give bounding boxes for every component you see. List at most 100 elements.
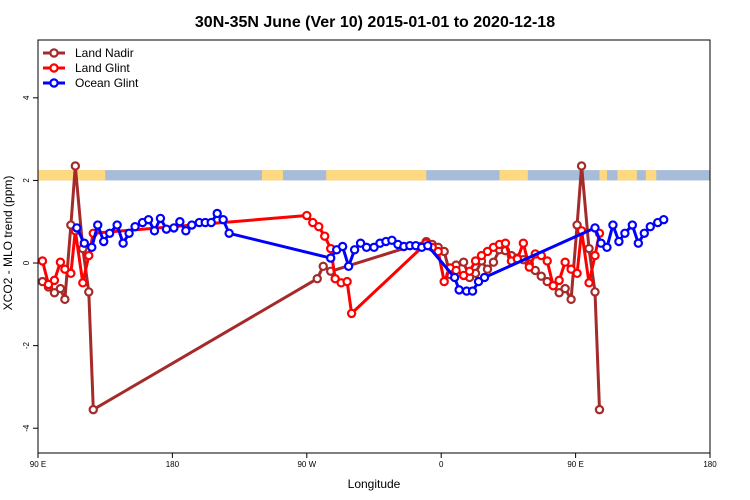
data-point-land-nadir xyxy=(594,404,605,415)
data-point-land-nadir xyxy=(84,287,94,297)
data-point-land-glint xyxy=(308,217,318,228)
data-point-land-nadir xyxy=(55,283,66,294)
legend-marker xyxy=(49,78,59,88)
data-point-ocean-glint xyxy=(79,238,89,248)
data-point-ocean-glint xyxy=(206,217,216,228)
x-tick-label: 180 xyxy=(166,460,180,469)
data-point-land-glint xyxy=(566,264,576,274)
data-point-land-glint xyxy=(37,256,48,266)
data-point-ocean-glint xyxy=(87,242,97,253)
data-point-land-glint xyxy=(554,275,564,286)
data-point-ocean-glint xyxy=(212,208,222,219)
data-point-land-nadir xyxy=(488,257,499,267)
data-point-land-glint xyxy=(49,275,60,286)
data-point-land-nadir xyxy=(560,283,570,294)
data-point-ocean-glint xyxy=(130,221,140,232)
series-land-nadir xyxy=(37,161,605,415)
data-point-land-glint xyxy=(542,256,552,266)
data-point-land-glint xyxy=(470,256,481,266)
y-tick-label: 0 xyxy=(22,260,31,265)
data-point-land-glint xyxy=(572,268,582,279)
data-point-land-glint xyxy=(518,238,529,248)
data-point-ocean-glint xyxy=(224,228,234,238)
data-point-ocean-glint xyxy=(467,286,478,296)
legend-item-ocean-glint: Ocean Glint xyxy=(43,76,139,90)
data-point-ocean-glint xyxy=(633,238,644,248)
data-point-land-nadir xyxy=(482,264,493,274)
data-point-land-glint xyxy=(584,278,594,288)
data-point-land-nadir xyxy=(49,288,60,298)
data-point-ocean-glint xyxy=(639,228,649,238)
data-point-ocean-glint xyxy=(112,220,122,230)
data-point-land-glint xyxy=(476,250,487,261)
data-point-land-nadir xyxy=(70,161,81,171)
data-point-ocean-glint xyxy=(187,220,197,230)
data-point-land-glint xyxy=(78,278,88,288)
y-tick-label: -2 xyxy=(22,342,31,350)
data-point-ocean-glint xyxy=(124,228,134,238)
data-point-ocean-glint xyxy=(423,240,433,251)
data-point-land-glint xyxy=(342,276,352,287)
legend-marker xyxy=(49,63,59,73)
x-tick-label: 90 E xyxy=(567,460,583,469)
data-point-land-glint xyxy=(346,308,357,319)
y-axis: -4 -2 0 2 4 xyxy=(22,95,38,432)
data-point-ocean-glint xyxy=(181,226,191,236)
land-band-segment xyxy=(645,170,657,181)
data-point-land-nadir xyxy=(584,243,594,254)
data-point-land-glint xyxy=(55,257,66,267)
data-point-land-glint xyxy=(314,221,324,232)
y-tick-label: 4 xyxy=(22,95,31,100)
data-point-land-nadir xyxy=(554,288,564,298)
data-point-ocean-glint xyxy=(118,238,128,248)
series-layer xyxy=(37,161,669,415)
data-point-land-glint xyxy=(560,257,570,267)
data-point-land-nadir xyxy=(590,287,600,297)
data-point-land-glint xyxy=(439,276,449,287)
data-point-ocean-glint xyxy=(343,261,354,272)
data-point-ocean-glint xyxy=(72,223,82,233)
data-point-land-glint xyxy=(458,270,469,281)
plot-frame xyxy=(37,39,711,454)
data-point-ocean-glint xyxy=(361,242,372,253)
data-point-land-glint xyxy=(590,250,600,261)
data-point-ocean-glint xyxy=(449,272,460,283)
data-point-land-nadir xyxy=(88,404,98,415)
data-point-ocean-glint xyxy=(602,242,612,253)
series-ocean-glint xyxy=(72,208,669,296)
legend-label: Ocean Glint xyxy=(75,76,139,90)
data-point-ocean-glint xyxy=(473,276,484,287)
data-point-ocean-glint xyxy=(99,236,109,247)
land-band-segment xyxy=(499,170,528,181)
legend-item-land-nadir: Land Nadir xyxy=(43,46,134,60)
data-point-land-glint xyxy=(500,238,511,248)
data-point-land-glint xyxy=(84,250,94,261)
data-point-ocean-glint xyxy=(169,223,179,233)
data-point-land-nadir xyxy=(576,161,587,171)
legend-marker xyxy=(49,48,59,58)
data-point-land-nadir xyxy=(60,294,70,305)
data-point-land-nadir xyxy=(458,257,469,267)
y-tick-label: 2 xyxy=(22,178,31,183)
series-line-land-nadir xyxy=(41,164,601,412)
data-point-land-glint xyxy=(482,246,493,257)
data-point-land-nadir xyxy=(572,220,582,230)
series-land-glint xyxy=(37,210,605,319)
data-point-ocean-glint xyxy=(387,235,397,246)
y-axis-label: XCO2 - MLO trend (ppm) xyxy=(1,176,15,311)
data-point-ocean-glint xyxy=(161,224,172,234)
data-point-ocean-glint xyxy=(596,238,606,248)
x-tick-label: 0 xyxy=(439,460,444,469)
data-point-ocean-glint xyxy=(590,223,600,233)
data-point-land-glint xyxy=(524,262,535,272)
land-band-segment xyxy=(38,170,106,181)
x-tick-label: 180 xyxy=(703,460,717,469)
data-point-ocean-glint xyxy=(325,253,336,263)
legend-label: Land Nadir xyxy=(75,46,134,60)
data-point-land-glint xyxy=(43,279,54,290)
data-point-land-glint xyxy=(548,281,558,291)
data-point-ocean-glint xyxy=(93,220,103,230)
land-band-segment xyxy=(617,170,637,181)
data-point-ocean-glint xyxy=(627,220,638,230)
